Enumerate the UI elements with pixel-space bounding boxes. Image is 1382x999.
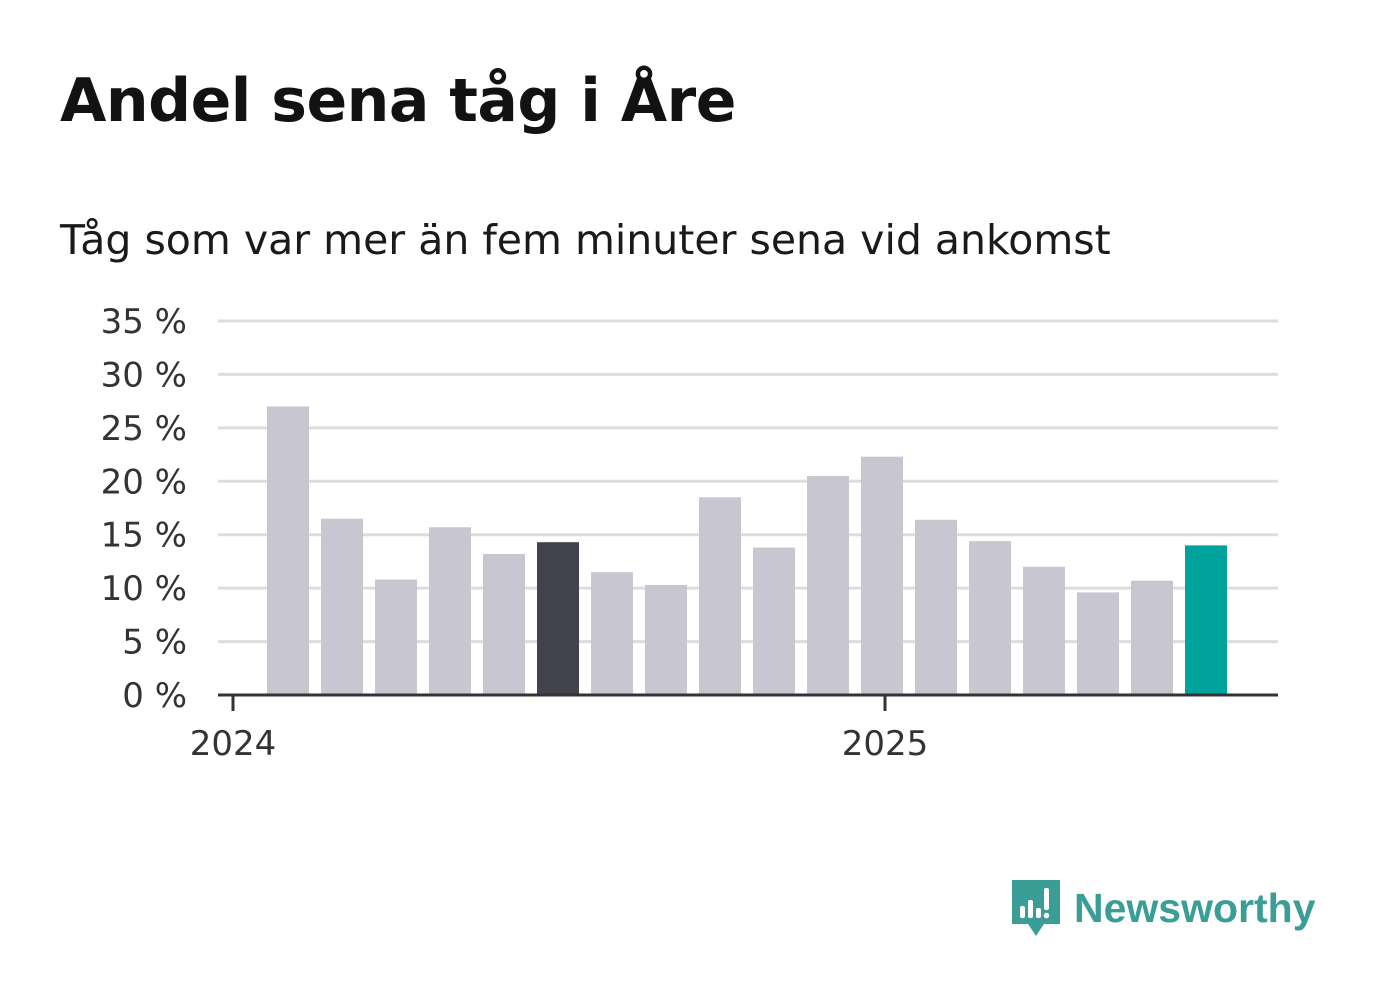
y-tick-label: 20 % bbox=[101, 462, 187, 502]
y-tick-label: 30 % bbox=[101, 355, 187, 395]
bar bbox=[861, 456, 903, 695]
brand-name: Newsworthy bbox=[1074, 884, 1316, 931]
bar bbox=[753, 547, 795, 695]
newsworthy-logo-icon bbox=[1012, 880, 1060, 936]
bar bbox=[321, 518, 363, 695]
y-tick-label: 35 % bbox=[101, 302, 187, 342]
y-tick-label: 25 % bbox=[101, 409, 187, 449]
y-tick-label: 10 % bbox=[101, 569, 187, 609]
bar bbox=[483, 553, 525, 695]
chart-subtitle: Tåg som var mer än fem minuter sena vid … bbox=[60, 216, 1111, 264]
bar bbox=[1185, 545, 1227, 695]
bar bbox=[537, 542, 579, 695]
bar bbox=[1077, 592, 1119, 695]
y-tick-label: 5 % bbox=[122, 623, 187, 663]
bar bbox=[267, 406, 309, 695]
bar bbox=[645, 584, 687, 695]
newsworthy-logo: Newsworthy bbox=[1010, 878, 1316, 938]
bar bbox=[915, 519, 957, 695]
bar bbox=[969, 541, 1011, 695]
bar bbox=[807, 475, 849, 695]
bars bbox=[267, 406, 1227, 695]
bar bbox=[375, 579, 417, 695]
bar bbox=[699, 497, 741, 695]
bar bbox=[1023, 566, 1065, 695]
y-axis-ticks: 0 % 5 % 10 % 15 % 20 % 25 % 30 % 35 % bbox=[101, 302, 187, 716]
bar bbox=[429, 527, 471, 695]
x-tick-label: 2025 bbox=[842, 724, 929, 764]
bar bbox=[591, 572, 633, 695]
x-axis: 2024 2025 bbox=[190, 693, 1278, 764]
x-tick-label: 2024 bbox=[190, 724, 277, 764]
bar bbox=[1131, 580, 1173, 695]
y-tick-label: 0 % bbox=[122, 676, 187, 716]
chart-title: Andel sena tåg i Åre bbox=[60, 66, 736, 136]
y-tick-label: 15 % bbox=[101, 516, 187, 556]
